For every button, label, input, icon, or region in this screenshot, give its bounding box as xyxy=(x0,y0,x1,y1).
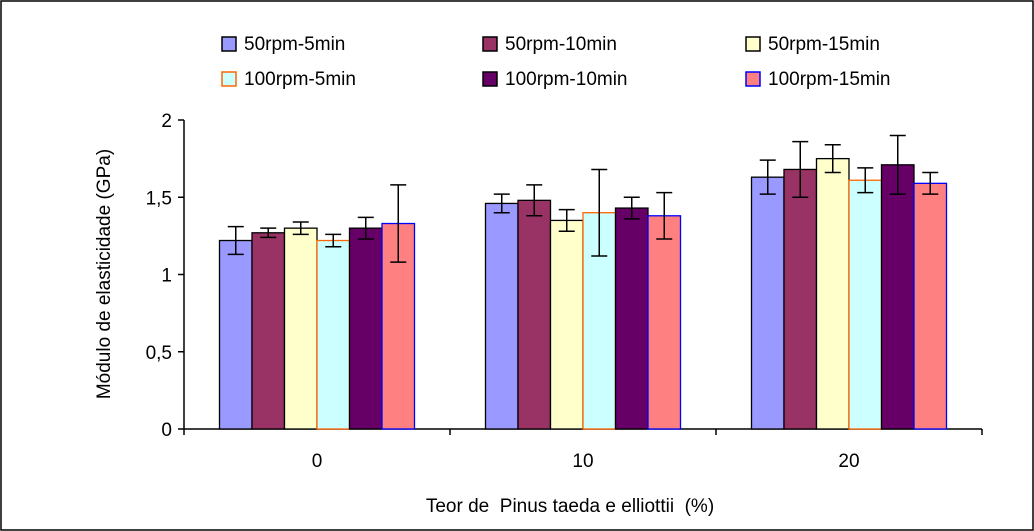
legend-swatch xyxy=(745,71,761,87)
error-bars-group xyxy=(227,134,939,263)
y-axis-label: Módulo de elasticidade (GPa) xyxy=(94,149,115,399)
legend-swatch xyxy=(745,36,761,52)
bar xyxy=(783,168,818,430)
legend-swatch xyxy=(482,71,498,87)
legend-label: 50rpm-10min xyxy=(505,34,617,55)
y-tick-label: 0,5 xyxy=(146,343,172,364)
bar xyxy=(880,164,915,430)
bar xyxy=(614,207,649,430)
bars-group xyxy=(218,157,948,430)
legend-label: 100rpm-5min xyxy=(244,69,356,90)
bar xyxy=(517,199,552,430)
bar xyxy=(218,239,253,430)
legend-label: 50rpm-5min xyxy=(244,34,345,55)
legend-swatch xyxy=(221,36,237,52)
bar xyxy=(484,202,519,430)
bar xyxy=(316,239,351,430)
legend: 50rpm-5min 50rpm-10min 50rpm-15min 100rpm-5… xyxy=(221,34,891,90)
bar xyxy=(913,182,948,430)
bar xyxy=(815,157,850,430)
bar xyxy=(283,227,318,430)
legend-label: 100rpm-10min xyxy=(505,69,628,90)
legend-swatch xyxy=(221,71,237,87)
x-tick-label: 20 xyxy=(838,451,859,472)
bar xyxy=(549,219,584,430)
bar xyxy=(251,232,286,430)
y-tick-label: 1 xyxy=(161,266,172,287)
legend-label: 100rpm-15min xyxy=(768,69,891,90)
bar xyxy=(848,179,883,430)
y-tick-label: 1,5 xyxy=(146,188,172,209)
bar xyxy=(647,215,682,430)
bar xyxy=(348,227,383,430)
x-tick-label: 0 xyxy=(312,451,323,472)
x-tick-label: 10 xyxy=(572,451,593,472)
bar xyxy=(750,176,785,430)
y-tick-label: 2 xyxy=(161,111,172,132)
x-axis-label: Teor de Pinus taeda e elliottii (%) xyxy=(426,496,714,517)
legend-label: 50rpm-15min xyxy=(768,34,880,55)
legend-swatch xyxy=(482,36,498,52)
y-tick-label: 0 xyxy=(161,420,172,441)
